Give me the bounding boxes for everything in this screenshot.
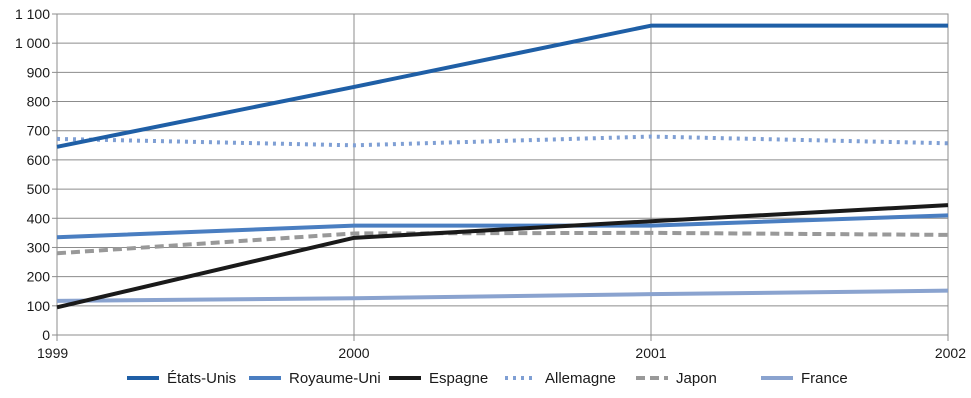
series-layer — [56, 23, 949, 310]
y-tick-label: 0 — [42, 327, 50, 343]
tick-labels: 0 100 200 300 400 500 600 700 800 900 1 000 1 100 19… — [15, 6, 966, 361]
legend-label-allemagne: Allemagne — [545, 370, 616, 387]
y-tick-label: 400 — [27, 210, 51, 226]
y-tick-label: 800 — [27, 94, 51, 110]
y-tick-label: 200 — [27, 269, 51, 285]
x-tick-label: 2000 — [338, 345, 369, 361]
y-tick-label: 300 — [27, 239, 51, 255]
y-tick-label: 500 — [27, 181, 51, 197]
x-tick-label: 2001 — [635, 345, 666, 361]
legend-label-royaume-uni: Royaume-Uni — [289, 370, 381, 387]
plot-area-border — [56, 13, 949, 336]
grid-layer — [57, 14, 948, 335]
legend-label-etats-unis: États-Unis — [167, 370, 236, 387]
series-line-japon — [56, 230, 949, 256]
legend-label-espagne: Espagne — [429, 370, 488, 387]
legend: États-Unis Royaume-Uni Espagne Allemagne Jap… — [127, 370, 848, 387]
x-tick-label: 2002 — [935, 345, 966, 361]
axes-layer — [52, 13, 949, 341]
series-line-etats-unis — [56, 23, 948, 149]
series-line-france — [56, 288, 949, 303]
series-line-royaume-uni — [56, 213, 949, 240]
series-line-allemagne — [56, 134, 949, 148]
y-tick-label: 700 — [27, 123, 51, 139]
legend-label-japon: Japon — [676, 370, 717, 387]
y-tick-label: 1 100 — [15, 6, 50, 22]
series-line-espagne — [56, 203, 949, 310]
y-tick-label: 100 — [27, 298, 51, 314]
y-tick-label: 600 — [27, 152, 51, 168]
legend-label-france: France — [801, 370, 848, 387]
y-tick-label: 1 000 — [15, 35, 50, 51]
x-tick-label: 1999 — [37, 345, 68, 361]
y-tick-label: 900 — [27, 64, 51, 80]
